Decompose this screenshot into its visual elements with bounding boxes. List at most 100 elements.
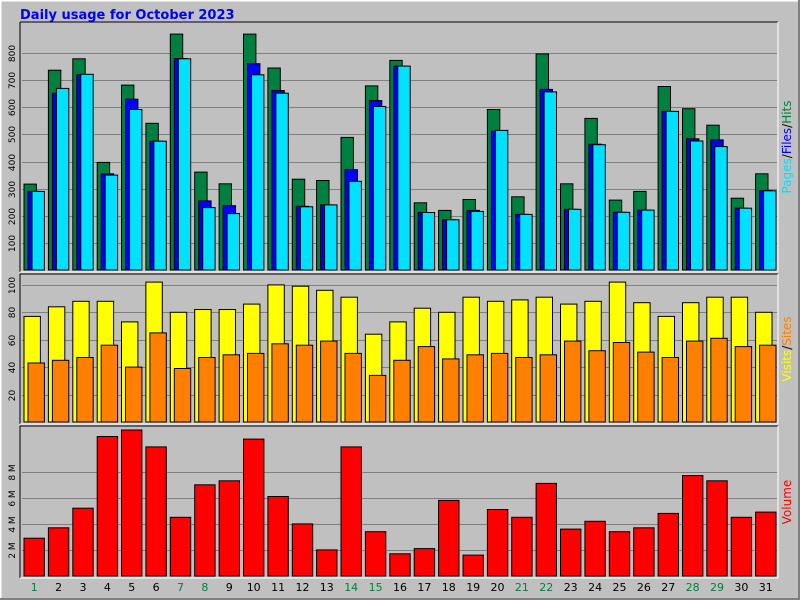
x-tick-label-day-14: 14 — [344, 581, 358, 594]
bar-volume-day-7 — [169, 516, 192, 577]
bar-pages-day-3 — [80, 73, 94, 271]
bar-sites-day-8 — [198, 357, 216, 423]
bar-volume-day-20 — [486, 509, 509, 577]
volume-panel: 2 M 4 M 6 M 8 M Volume — [8, 425, 794, 579]
bar-volume-day-30 — [730, 516, 753, 577]
x-tick-label-day-10: 10 — [247, 581, 261, 594]
bar-sites-day-15 — [368, 374, 387, 423]
bar-volume-day-21 — [511, 516, 533, 577]
bar-sites-day-3 — [76, 357, 94, 423]
y-axis-label: Pages/Files/Hits — [780, 100, 794, 193]
y-tick-label: 600 — [8, 99, 18, 116]
bar-sites-day-28 — [686, 340, 704, 423]
bar-volume-day-14 — [340, 446, 362, 577]
x-tick-label-day-9: 9 — [226, 581, 233, 594]
x-tick-label-day-4: 4 — [104, 581, 111, 594]
y-tick-label: 500 — [8, 126, 18, 143]
bar-sites-day-1 — [27, 362, 45, 423]
x-tick-label-day-13: 13 — [320, 581, 334, 594]
bar-sites-day-11 — [271, 343, 289, 423]
bar-sites-day-7 — [173, 368, 192, 423]
bar-pages-day-29 — [714, 146, 728, 271]
bar-pages-day-30 — [738, 207, 753, 271]
x-tick-label-day-8: 8 — [201, 581, 208, 594]
y-tick-label: 4 M — [8, 516, 18, 532]
bar-volume-day-3 — [72, 507, 94, 577]
bar-pages-day-10 — [251, 74, 265, 271]
x-tick-label-day-17: 17 — [417, 581, 431, 594]
bar-sites-day-13 — [320, 340, 338, 423]
bar-volume-day-10 — [243, 438, 265, 577]
bar-pages-day-23 — [568, 208, 582, 271]
bar-pages-day-17 — [421, 212, 436, 271]
bar-pages-day-7 — [177, 58, 192, 271]
bar-sites-day-17 — [417, 346, 436, 423]
bar-volume-day-24 — [584, 520, 606, 577]
bar-sites-day-12 — [295, 344, 314, 423]
bar-pages-day-12 — [299, 206, 314, 271]
y-axis-label-part: Pages — [780, 158, 794, 193]
y-tick-label: 20 — [8, 390, 18, 402]
bar-sites-day-22 — [539, 354, 557, 423]
bar-pages-day-16 — [397, 65, 411, 271]
bar-sites-day-21 — [515, 357, 533, 423]
y-tick-label: 60 — [8, 335, 18, 347]
bar-volume-day-31 — [755, 511, 777, 577]
bar-volume-day-17 — [413, 548, 436, 577]
bar-volume-day-29 — [706, 480, 728, 577]
day-labels: 1 2 3 4 5 6 7 8 9 10 11 12 13 14 15 16 17 18 19 20 21 22 23 24 2… — [31, 581, 773, 594]
chart-title: Daily usage for October 2023 — [20, 8, 235, 23]
bar-sites-day-6 — [149, 332, 167, 423]
bar-sites-day-9 — [222, 354, 241, 423]
bar-pages-day-1 — [31, 190, 45, 271]
bar-volume-day-19 — [462, 554, 484, 577]
y-axis-label-part: Files — [780, 128, 794, 154]
x-tick-label-day-30: 30 — [734, 581, 748, 594]
x-tick-label-day-31: 31 — [759, 581, 773, 594]
bar-pages-day-28 — [690, 140, 704, 271]
bar-sites-day-26 — [637, 351, 655, 423]
x-tick-label-day-7: 7 — [177, 581, 184, 594]
bar-sites-day-18 — [442, 358, 460, 423]
bar-pages-day-22 — [543, 91, 557, 271]
x-tick-label-day-23: 23 — [564, 581, 578, 594]
bar-sites-day-29 — [710, 337, 728, 423]
bar-pages-day-27 — [665, 110, 679, 271]
bar-pages-day-18 — [446, 219, 460, 271]
bar-pages-day-9 — [226, 213, 241, 271]
x-tick-label-day-28: 28 — [686, 581, 700, 594]
bar-volume-day-13 — [316, 549, 338, 577]
y-axis-label-part: / — [780, 153, 794, 158]
bar-sites-day-23 — [564, 340, 582, 423]
bar-pages-day-19 — [470, 210, 484, 271]
bar-pages-day-2 — [55, 87, 70, 271]
x-tick-label-day-26: 26 — [637, 581, 651, 594]
bar-volume-day-11 — [267, 496, 289, 577]
bar-volume-day-22 — [535, 482, 557, 577]
x-tick-label-day-29: 29 — [710, 581, 724, 594]
y-axis-label-part: Sites — [780, 316, 794, 345]
bar-sites-day-14 — [344, 352, 362, 423]
x-tick-label-day-24: 24 — [588, 581, 602, 594]
y-tick-label: 8 M — [8, 464, 18, 480]
y-tick-label: 100 — [8, 277, 18, 294]
x-tick-label-day-22: 22 — [539, 581, 553, 594]
x-tick-label-day-25: 25 — [613, 581, 627, 594]
bar-sites-day-24 — [588, 350, 606, 423]
bar-sites-day-31 — [759, 344, 777, 423]
y-tick-label: 80 — [8, 307, 18, 319]
y-axis-label-part: Volume — [780, 480, 794, 525]
x-tick-label-day-21: 21 — [515, 581, 529, 594]
y-axis-label-part: / — [780, 345, 794, 350]
y-axis-label: Volume — [780, 480, 794, 525]
bar-sites-day-10 — [247, 352, 265, 423]
bar-volume-day-6 — [145, 446, 167, 577]
y-axis-label-part: / — [780, 123, 794, 128]
bar-pages-day-8 — [202, 207, 216, 271]
bar-volume-day-2 — [47, 527, 70, 577]
bar-volume-day-12 — [291, 523, 314, 577]
bar-sites-day-27 — [661, 357, 679, 423]
bar-sites-day-20 — [490, 352, 509, 423]
